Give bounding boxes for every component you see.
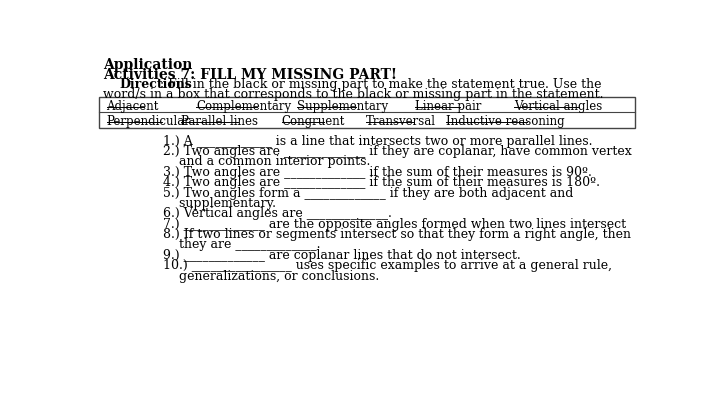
Text: 5.) Two angles form a _____________ if they are both adjacent and: 5.) Two angles form a _____________ if t… bbox=[163, 187, 574, 200]
Text: 6.) Vertical angles are _____________.: 6.) Vertical angles are _____________. bbox=[163, 207, 392, 220]
Text: Supplementary: Supplementary bbox=[297, 100, 388, 113]
Text: and a common interior points.: and a common interior points. bbox=[163, 155, 370, 168]
Text: 2.) Two angles are _____________ if they are coplanar, have common vertex: 2.) Two angles are _____________ if they… bbox=[163, 145, 632, 158]
Text: 4.) Two angles are _____________ if the sum of their measures is 180º.: 4.) Two angles are _____________ if the … bbox=[163, 176, 600, 189]
Text: Congruent: Congruent bbox=[281, 114, 345, 128]
Text: Vertical angles: Vertical angles bbox=[514, 100, 602, 113]
Text: Adjacent: Adjacent bbox=[107, 100, 159, 113]
Text: word/s in a box that corresponds to the black or missing part in the statement.: word/s in a box that corresponds to the … bbox=[103, 88, 604, 101]
Text: they are _____________.: they are _____________. bbox=[163, 238, 321, 251]
Text: supplementary.: supplementary. bbox=[163, 197, 276, 210]
Bar bbox=[99, 97, 635, 128]
Text: 10.) ________________ uses specific examples to arrive at a general rule,: 10.) ________________ uses specific exam… bbox=[163, 259, 612, 272]
Text: Perpendicular: Perpendicular bbox=[107, 114, 190, 128]
Text: Parallel lines: Parallel lines bbox=[181, 114, 258, 128]
Text: 7.) _____________ are the opposite angles formed when two lines intersect: 7.) _____________ are the opposite angle… bbox=[163, 218, 626, 231]
Text: 8.) If two lines or segments intersect so that they form a right angle, then: 8.) If two lines or segments intersect s… bbox=[163, 228, 631, 241]
Text: 3.) Two angles are _____________ if the sum of their measures is 90º.: 3.) Two angles are _____________ if the … bbox=[163, 166, 592, 179]
Text: 9.) _____________ are coplanar lines that do not intersect.: 9.) _____________ are coplanar lines tha… bbox=[163, 249, 521, 262]
Text: Transversal: Transversal bbox=[366, 114, 436, 128]
Text: Activities 7: FILL MY MISSING PART!: Activities 7: FILL MY MISSING PART! bbox=[103, 68, 397, 82]
Text: Inductive reasoning: Inductive reasoning bbox=[446, 114, 565, 128]
Text: Complementary: Complementary bbox=[196, 100, 291, 113]
Text: Application: Application bbox=[103, 57, 193, 72]
Text: : Fill in the black or missing part to make the statement true. Use the: : Fill in the black or missing part to m… bbox=[160, 78, 601, 91]
Text: generalizations, or conclusions.: generalizations, or conclusions. bbox=[163, 270, 379, 283]
Text: 1.) A ____________ is a line that intersects two or more parallel lines.: 1.) A ____________ is a line that inters… bbox=[163, 135, 593, 148]
Text: Directions: Directions bbox=[119, 78, 192, 91]
Text: Linear pair: Linear pair bbox=[415, 100, 481, 113]
